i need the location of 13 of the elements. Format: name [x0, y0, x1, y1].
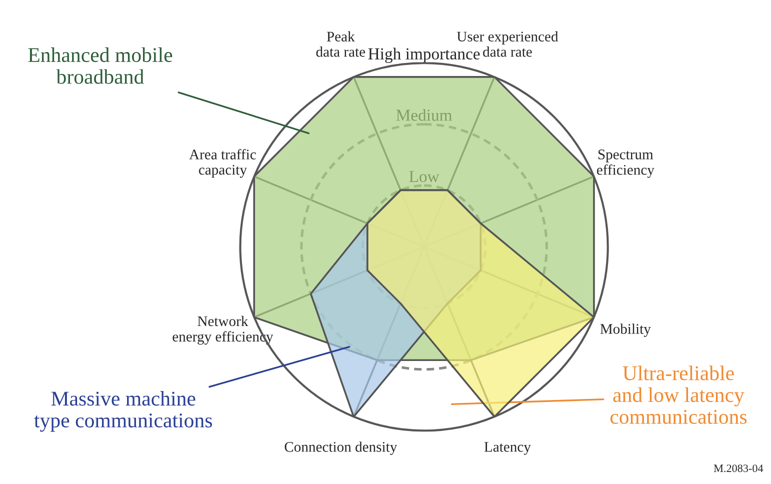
- y-tick-label: Medium: [396, 109, 452, 121]
- text: Enhanced mobile broadband: [28, 47, 172, 84]
- spoke-label: Area traffic capacity: [189, 149, 256, 178]
- spoke-label: Latency: [484, 442, 531, 455]
- spoke-label: Spectrum efficiency: [596, 150, 654, 178]
- spoke-label: Peak data rate: [316, 31, 366, 57]
- spoke-label: Mobility: [600, 324, 651, 337]
- y-tick-label: Low: [409, 171, 440, 182]
- spoke-label: Connection density: [284, 442, 398, 455]
- text: Ultra-reliable and low latency communications: [610, 366, 747, 424]
- text: M.2083-04: [714, 464, 764, 472]
- y-tick-label: High importance: [368, 48, 480, 63]
- text: Massive machine type communications: [34, 391, 212, 432]
